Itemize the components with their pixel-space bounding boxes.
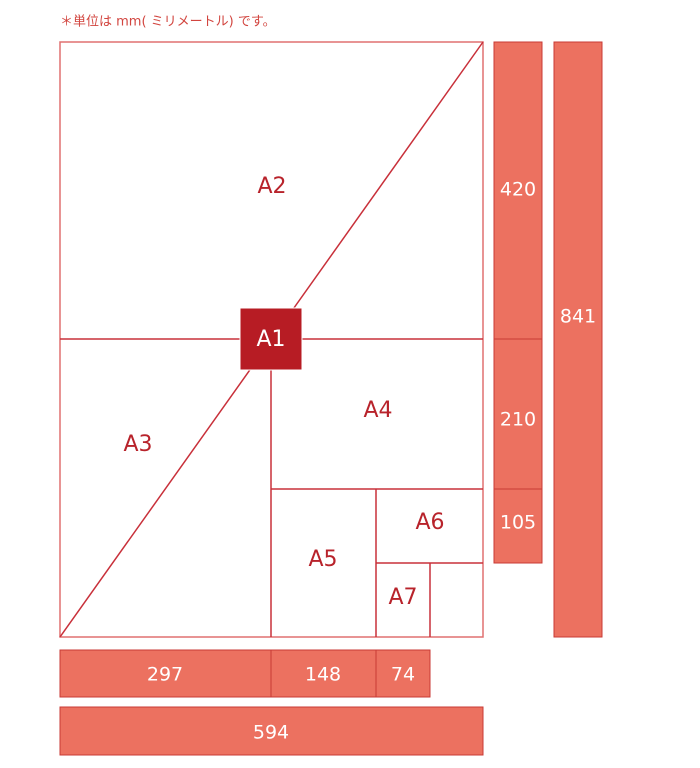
- dimension-bar: [375, 649, 431, 698]
- dimension-bar: [553, 41, 603, 638]
- dimension-bar: [59, 649, 272, 698]
- dimension-label: 841: [560, 306, 596, 328]
- sheet-label: A4: [363, 398, 392, 423]
- dimension-label: 105: [500, 512, 536, 534]
- dimension-bar: [493, 338, 543, 490]
- bottom-dimensions: 297 148 74 594: [59, 649, 484, 756]
- dimension-label: 210: [500, 409, 536, 431]
- sheet-label: A2: [257, 174, 286, 199]
- unit-note: ＊単位は mm( ミリメートル) です。: [60, 14, 276, 30]
- paper-layout: [59, 41, 484, 638]
- sheet-label: A3: [123, 432, 152, 457]
- side-dimensions: 420 210 105 841: [493, 41, 603, 638]
- dimension-bar: [493, 488, 543, 564]
- dimension-label: 148: [305, 664, 341, 686]
- sheet-label: A6: [415, 510, 444, 535]
- dimension-bar: [493, 41, 543, 340]
- sheet-label: A1: [256, 327, 285, 352]
- dimension-label: 420: [500, 179, 536, 201]
- dimension-label: 297: [147, 664, 183, 686]
- dimension-label: 74: [391, 664, 415, 686]
- dimension-bar: [59, 706, 484, 756]
- sheet-label: A5: [308, 547, 337, 572]
- sheet-label: A7: [388, 585, 417, 610]
- a1-box: [239, 307, 303, 371]
- dimension-label: 594: [253, 722, 289, 744]
